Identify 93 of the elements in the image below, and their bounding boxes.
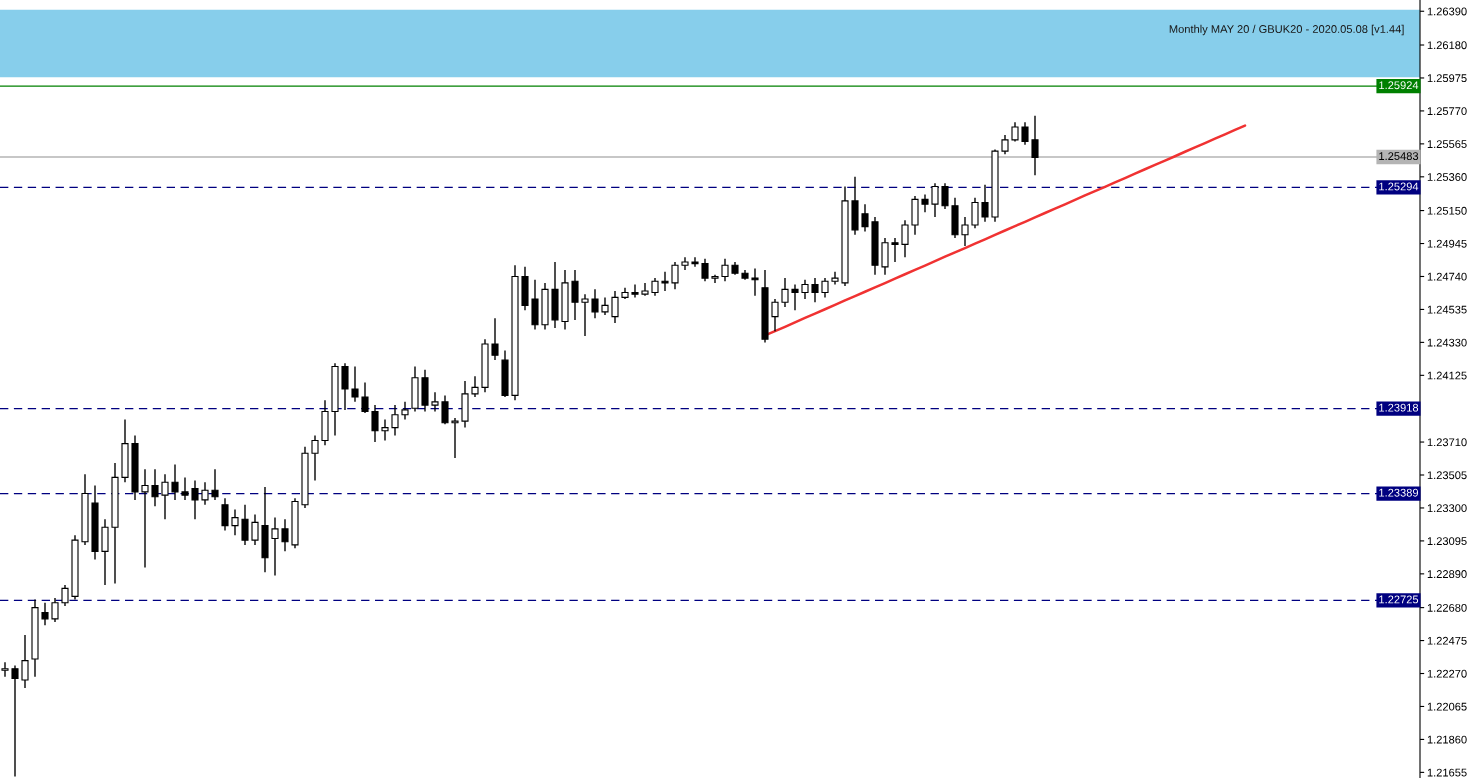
y-tick-label: 1.23710: [1427, 438, 1467, 447]
candlestick: [781, 277, 789, 308]
candlestick: [721, 258, 729, 282]
y-tick-label: 1.22475: [1427, 636, 1467, 645]
candlestick: [141, 468, 149, 569]
ref-line-label: 1.23389: [1379, 488, 1419, 497]
candlestick: [281, 518, 289, 553]
candlestick: [381, 418, 389, 442]
candlestick: [1011, 121, 1019, 143]
candlestick: [271, 516, 279, 577]
y-tick-label: 1.22890: [1427, 570, 1467, 578]
candlestick: [441, 394, 449, 426]
candlestick: [11, 664, 19, 778]
candlestick: [41, 602, 49, 626]
candlestick: [471, 375, 479, 398]
y-tick-label: 1.24945: [1427, 239, 1467, 248]
candlestick: [151, 468, 159, 508]
candlestick: [711, 274, 719, 284]
candlestick: [431, 391, 439, 413]
candlestick: [211, 468, 219, 501]
y-tick-label: 1.24535: [1427, 305, 1467, 314]
candlestick: [1031, 115, 1039, 176]
candlestick: [1, 661, 9, 678]
ref-line-label: 1.25483: [1379, 152, 1419, 161]
candlestick: [391, 404, 399, 437]
candlestick: [351, 365, 359, 403]
y-tick-label: 1.23095: [1427, 537, 1467, 546]
y-tick-label: 1.25975: [1427, 74, 1467, 83]
candlestick: [311, 434, 319, 482]
candlestick: [941, 182, 949, 210]
candlestick: [371, 404, 379, 443]
y-tick-label: 1.23300: [1427, 504, 1467, 513]
candlestick: [451, 417, 459, 459]
candlestick: [631, 283, 639, 299]
candlestick: [231, 508, 239, 536]
candlestick: [1021, 121, 1029, 146]
y-tick-label: 1.24125: [1427, 371, 1467, 380]
candlestick: [821, 277, 829, 299]
candlestick: [51, 597, 59, 623]
candlestick: [491, 317, 499, 361]
candlestick: [971, 197, 979, 229]
candlestick: [251, 513, 259, 546]
y-tick-label: 1.23505: [1427, 471, 1467, 480]
ref-line-label: 1.22725: [1379, 595, 1419, 604]
y-tick-label: 1.22065: [1427, 702, 1467, 711]
y-tick-label: 1.24330: [1427, 338, 1467, 347]
candlestick: [221, 497, 229, 532]
candlestick: [901, 219, 909, 258]
candlestick: [181, 476, 189, 501]
candlestick: [771, 298, 779, 332]
y-tick-label: 1.25150: [1427, 206, 1467, 215]
y-tick-label: 1.24740: [1427, 272, 1467, 281]
candlestick: [671, 261, 679, 291]
candlestick: [751, 267, 759, 297]
candlestick: [661, 270, 669, 292]
candlestick: [961, 216, 969, 247]
y-tick-label: 1.21860: [1427, 735, 1467, 744]
candlestick: [171, 463, 179, 501]
candlestick: [201, 481, 209, 506]
y-tick-label: 1.21655: [1427, 768, 1467, 777]
candlestick: [861, 203, 869, 233]
candlestick: [21, 634, 29, 689]
y-tick-label: 1.25565: [1427, 140, 1467, 148]
candlestick: [611, 290, 619, 324]
candlestick: [791, 283, 799, 311]
candlestick: [161, 473, 169, 520]
y-tick-label: 1.22270: [1427, 669, 1467, 678]
ref-line-label: 1.25294: [1379, 182, 1419, 191]
candlestick: [811, 277, 819, 303]
annotation: Monthly MAY 20 / GBUK20 - 2020.05.08 [v1.44]: [1169, 24, 1404, 36]
y-tick-label: 1.26390: [1427, 7, 1467, 16]
candlestick: [361, 381, 369, 414]
candlestick: [931, 182, 939, 218]
y-tick-label: 1.25360: [1427, 173, 1467, 181]
candlestick: [401, 401, 409, 421]
candlestick: [581, 293, 589, 337]
candlestick: [571, 269, 579, 321]
candlestick: [691, 256, 699, 268]
ref-line-label: 1.25924: [1379, 81, 1419, 90]
candlestick: [241, 504, 249, 546]
candlestick: [891, 237, 899, 263]
y-tick-label: 1.25770: [1427, 107, 1467, 116]
candlestick: [801, 278, 809, 300]
ref-line-label: 1.23918: [1379, 403, 1419, 412]
candlestick: [981, 184, 989, 223]
y-tick-label: 1.26180: [1427, 41, 1467, 50]
candlestick: [191, 479, 199, 520]
candlestick: [1001, 134, 1009, 156]
y-tick-label: 1.22680: [1427, 603, 1467, 612]
candlestick: [591, 288, 599, 319]
candlestick: [341, 362, 349, 411]
candlestick: [61, 584, 69, 607]
candlestick: [701, 258, 709, 282]
